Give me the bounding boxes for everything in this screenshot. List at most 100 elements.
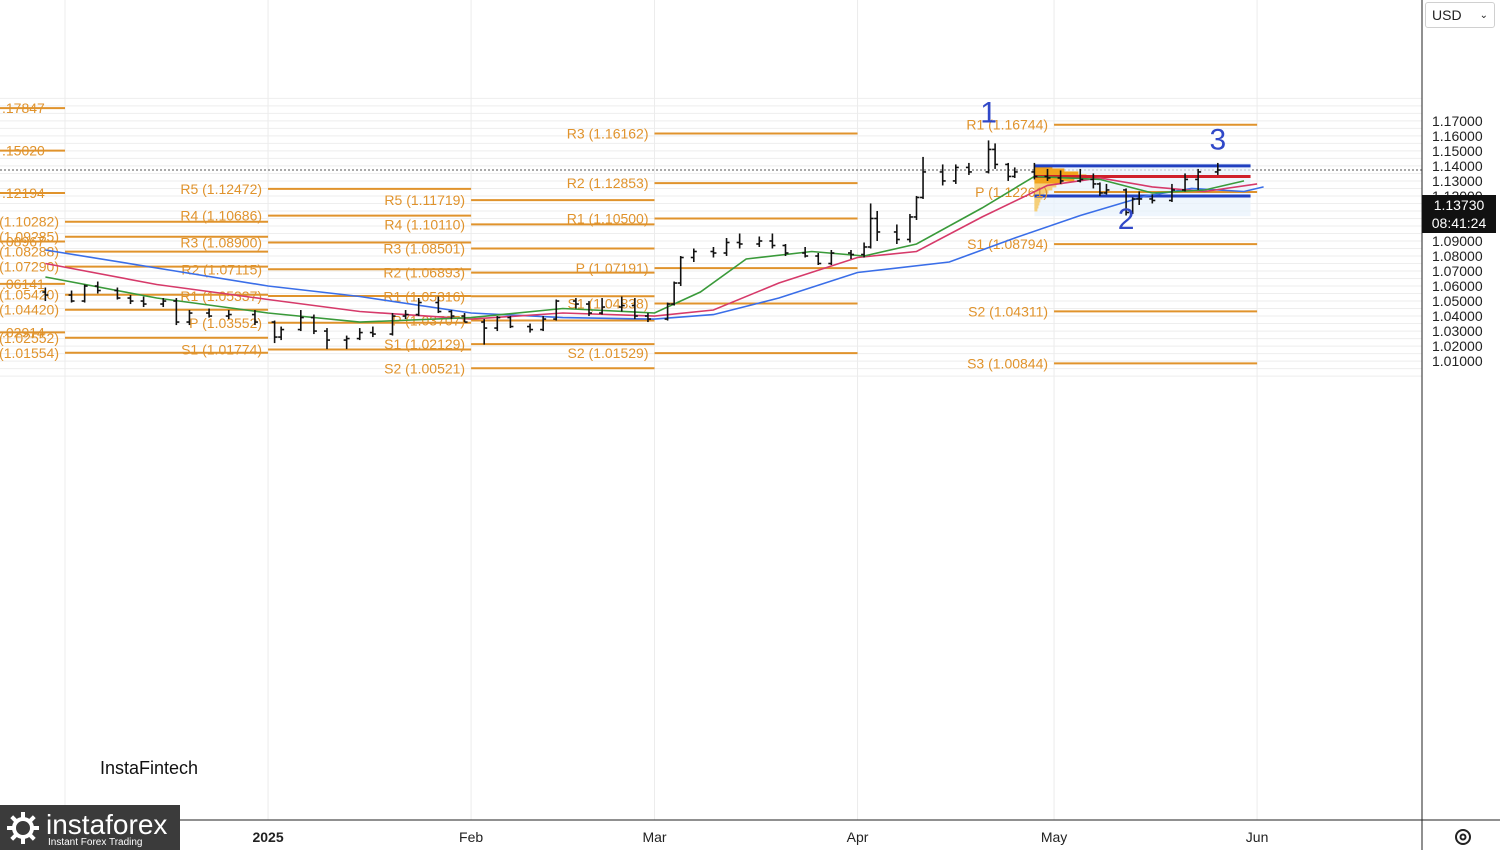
pivot-label: R4 (1.10686) bbox=[180, 208, 262, 224]
pivot-label: P (1.04420) bbox=[0, 302, 59, 318]
chevron-down-icon: ⌄ bbox=[1479, 9, 1488, 21]
ohlc-bar bbox=[356, 328, 363, 341]
profile-bar bbox=[1034, 201, 1040, 206]
ohlc-bar bbox=[736, 233, 743, 249]
ohlc-bar bbox=[572, 298, 579, 309]
ohlc-bar bbox=[782, 243, 789, 257]
ohlc-bar bbox=[140, 296, 147, 308]
pivot-label: .02914 bbox=[2, 324, 45, 340]
y-tick-label: 1.04000 bbox=[1432, 308, 1483, 324]
pivot-label: S1 (1.02552) bbox=[0, 330, 59, 346]
ohlc-bar bbox=[690, 248, 697, 263]
ohlc-bar bbox=[965, 162, 972, 175]
instaforex-tagline: Instant Forex Trading bbox=[48, 837, 143, 848]
ohlc-bar bbox=[186, 310, 193, 326]
profile-bar bbox=[1034, 198, 1041, 203]
ohlc-bar bbox=[1005, 162, 1012, 181]
pivot-label: R2 (1.07290) bbox=[0, 259, 59, 275]
ohlc-bar bbox=[1031, 162, 1038, 180]
x-tick-label: Feb bbox=[459, 829, 483, 845]
ohlc-bar bbox=[1096, 182, 1103, 196]
pivot-levels: .17847 .15020 .12194 .08967 .06141 .02914 R5 (… bbox=[0, 100, 1258, 376]
pivot-label: .12194 bbox=[2, 185, 45, 201]
y-tick-label: 1.09000 bbox=[1432, 233, 1483, 249]
pivot-label: S2 (1.01554) bbox=[0, 345, 59, 361]
y-tick-label: 1.16000 bbox=[1432, 128, 1483, 144]
last-price: 1.13730 bbox=[1433, 197, 1485, 213]
pivot-label: R1 (1.10500) bbox=[567, 210, 649, 226]
ohlc-bar bbox=[861, 242, 868, 258]
wave-labels: 1 2 3 bbox=[980, 96, 1226, 236]
pivot-label: .06141 bbox=[2, 276, 45, 292]
pivot-label: S2 (1.04311) bbox=[968, 303, 1048, 319]
ohlc-bar bbox=[1090, 173, 1097, 189]
ohlc-bar bbox=[769, 233, 776, 249]
ohlc-bar bbox=[1044, 168, 1051, 181]
ohlc-bar bbox=[1011, 167, 1018, 178]
y-tick-label: 1.13000 bbox=[1432, 173, 1483, 189]
y-tick-label: 1.17000 bbox=[1432, 113, 1483, 129]
ohlc-bar bbox=[527, 323, 534, 333]
ohlc-bar bbox=[631, 298, 638, 320]
price-axis-bg bbox=[1422, 0, 1500, 850]
ohlc-bar bbox=[1149, 194, 1156, 204]
ohlc-bar bbox=[94, 281, 101, 294]
insta-fintech-watermark: InstaFintech bbox=[86, 732, 212, 804]
ohlc-bar bbox=[952, 164, 959, 184]
ohlc-bar bbox=[114, 287, 121, 300]
wave-label: 3 bbox=[1209, 123, 1226, 156]
currency-select[interactable]: USD ⌄ bbox=[1425, 2, 1495, 28]
ohlc-bar bbox=[756, 236, 763, 247]
ohlc-bar bbox=[389, 313, 396, 336]
pivot-label: R1 (1.05316) bbox=[383, 288, 465, 304]
pivot-label: R1 (1.05337) bbox=[180, 288, 262, 304]
ohlc-bar bbox=[815, 253, 822, 266]
x-tick-label: 2025 bbox=[252, 829, 283, 845]
gear-icon[interactable] bbox=[1452, 826, 1474, 848]
pivot-label: S1 (1.02129) bbox=[384, 336, 465, 352]
pivot-label: R4 (1.10110) bbox=[384, 216, 465, 232]
pivot-label: R1 (1.05420) bbox=[0, 287, 59, 303]
y-tick-label: 1.05000 bbox=[1432, 293, 1483, 309]
ohlc-bar bbox=[1129, 197, 1136, 214]
ohlc-bar bbox=[985, 140, 992, 174]
profile-bar bbox=[1034, 189, 1049, 194]
instaforex-name: instaforex bbox=[46, 809, 168, 840]
ohlc-bar bbox=[310, 314, 317, 335]
pivot-label: R3 (1.08288) bbox=[0, 244, 59, 260]
profile-bar bbox=[1034, 207, 1038, 212]
profile-bar bbox=[1034, 168, 1065, 173]
ohlc-bar bbox=[677, 256, 684, 287]
ohlc-bar bbox=[1136, 191, 1143, 205]
ohlc-bar bbox=[893, 224, 900, 244]
moving-average-line bbox=[45, 186, 1264, 320]
ohlc-bar bbox=[671, 281, 678, 306]
pivot-label: P (1.03707) bbox=[392, 312, 465, 328]
pivot-label: S1 (1.01774) bbox=[181, 341, 262, 357]
ohlc-bar bbox=[1123, 188, 1130, 216]
y-tick-label: 1.14000 bbox=[1432, 158, 1483, 174]
ohlc-bar bbox=[481, 319, 488, 345]
pivot-label: S1 (1.08794) bbox=[967, 236, 1048, 252]
ohlc-bar bbox=[42, 287, 49, 302]
profile-bar bbox=[1034, 204, 1039, 209]
y-tick-label: 1.02000 bbox=[1432, 338, 1483, 354]
ohlc-bar bbox=[507, 316, 514, 329]
pivot-label: R4 (1.09285) bbox=[0, 229, 59, 245]
ohlc-bar bbox=[415, 298, 422, 317]
pivot-label: P (1.03552) bbox=[189, 315, 262, 331]
ohlc-bar bbox=[553, 299, 560, 321]
ohlc-bar bbox=[1057, 170, 1064, 184]
ohlc-bar bbox=[874, 210, 881, 241]
ohlc-bar bbox=[343, 335, 350, 350]
ohlc-bar bbox=[160, 298, 167, 308]
profile-bar bbox=[1034, 192, 1045, 197]
moving-averages bbox=[45, 175, 1264, 323]
profile-bar bbox=[1034, 180, 1063, 185]
pivot-label: R3 (1.08501) bbox=[383, 240, 465, 256]
ohlc-bar bbox=[802, 246, 809, 258]
ohlc-bar bbox=[68, 290, 75, 303]
ohlc-bar bbox=[723, 237, 730, 257]
